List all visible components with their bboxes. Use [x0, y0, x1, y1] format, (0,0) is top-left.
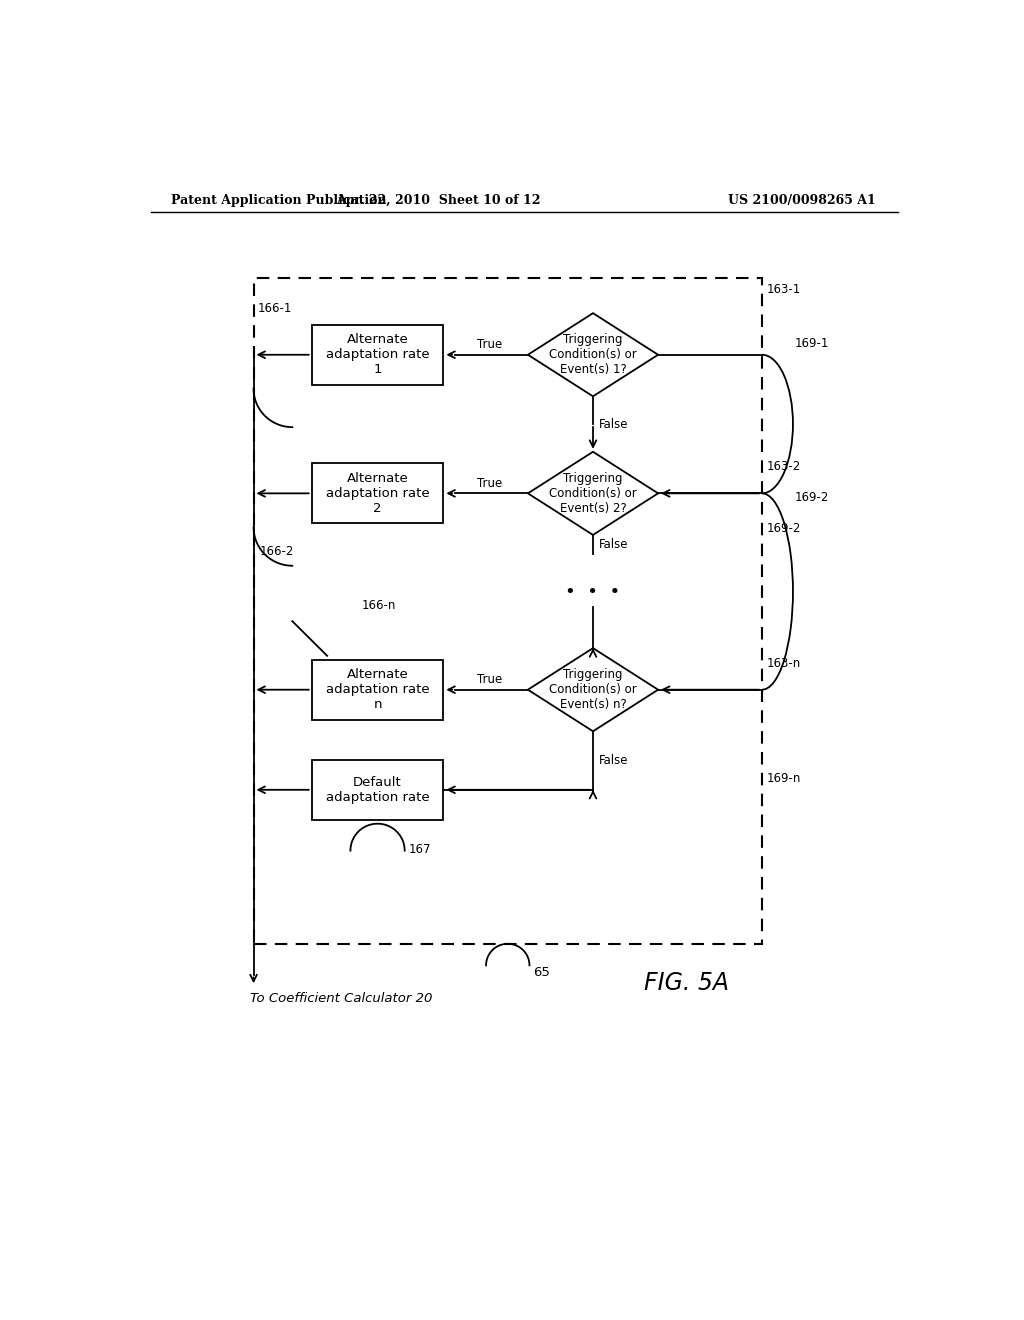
Text: US 2100/0098265 A1: US 2100/0098265 A1 [728, 194, 877, 207]
Text: 169-n: 169-n [767, 772, 801, 785]
Text: •  •  •: • • • [565, 582, 621, 601]
FancyBboxPatch shape [311, 463, 443, 524]
Text: 166-2: 166-2 [260, 545, 294, 558]
Text: False: False [599, 417, 629, 430]
Text: To Coefficient Calculator 20: To Coefficient Calculator 20 [250, 991, 432, 1005]
Text: True: True [477, 673, 502, 686]
Text: Alternate
adaptation rate
1: Alternate adaptation rate 1 [326, 333, 429, 376]
Text: Triggering
Condition(s) or
Event(s) 1?: Triggering Condition(s) or Event(s) 1? [549, 333, 637, 376]
Polygon shape [528, 451, 658, 535]
FancyBboxPatch shape [311, 325, 443, 385]
FancyBboxPatch shape [311, 660, 443, 719]
Text: True: True [477, 338, 502, 351]
Polygon shape [528, 313, 658, 396]
Text: 166-n: 166-n [362, 599, 396, 612]
Text: Default
adaptation rate: Default adaptation rate [326, 776, 429, 804]
Text: Triggering
Condition(s) or
Event(s) 2?: Triggering Condition(s) or Event(s) 2? [549, 471, 637, 515]
Text: 65: 65 [534, 966, 550, 979]
Text: Triggering
Condition(s) or
Event(s) n?: Triggering Condition(s) or Event(s) n? [549, 668, 637, 711]
Text: False: False [599, 754, 629, 767]
Text: FIG. 5A: FIG. 5A [643, 972, 728, 995]
Text: 163-1: 163-1 [767, 284, 801, 296]
Polygon shape [528, 648, 658, 731]
Text: Apr. 22, 2010  Sheet 10 of 12: Apr. 22, 2010 Sheet 10 of 12 [336, 194, 541, 207]
Text: 167: 167 [409, 843, 431, 855]
Text: 163-n: 163-n [767, 656, 801, 669]
Text: 163-2: 163-2 [767, 461, 801, 474]
FancyBboxPatch shape [311, 760, 443, 820]
Text: 169-1: 169-1 [795, 337, 828, 350]
Text: 169-2: 169-2 [795, 491, 828, 504]
Text: False: False [599, 537, 629, 550]
Text: True: True [477, 477, 502, 490]
Text: Alternate
adaptation rate
2: Alternate adaptation rate 2 [326, 471, 429, 515]
Text: 169-2: 169-2 [767, 521, 801, 535]
Text: Patent Application Publication: Patent Application Publication [171, 194, 386, 207]
Text: 166-1: 166-1 [257, 302, 292, 315]
Text: Alternate
adaptation rate
n: Alternate adaptation rate n [326, 668, 429, 711]
